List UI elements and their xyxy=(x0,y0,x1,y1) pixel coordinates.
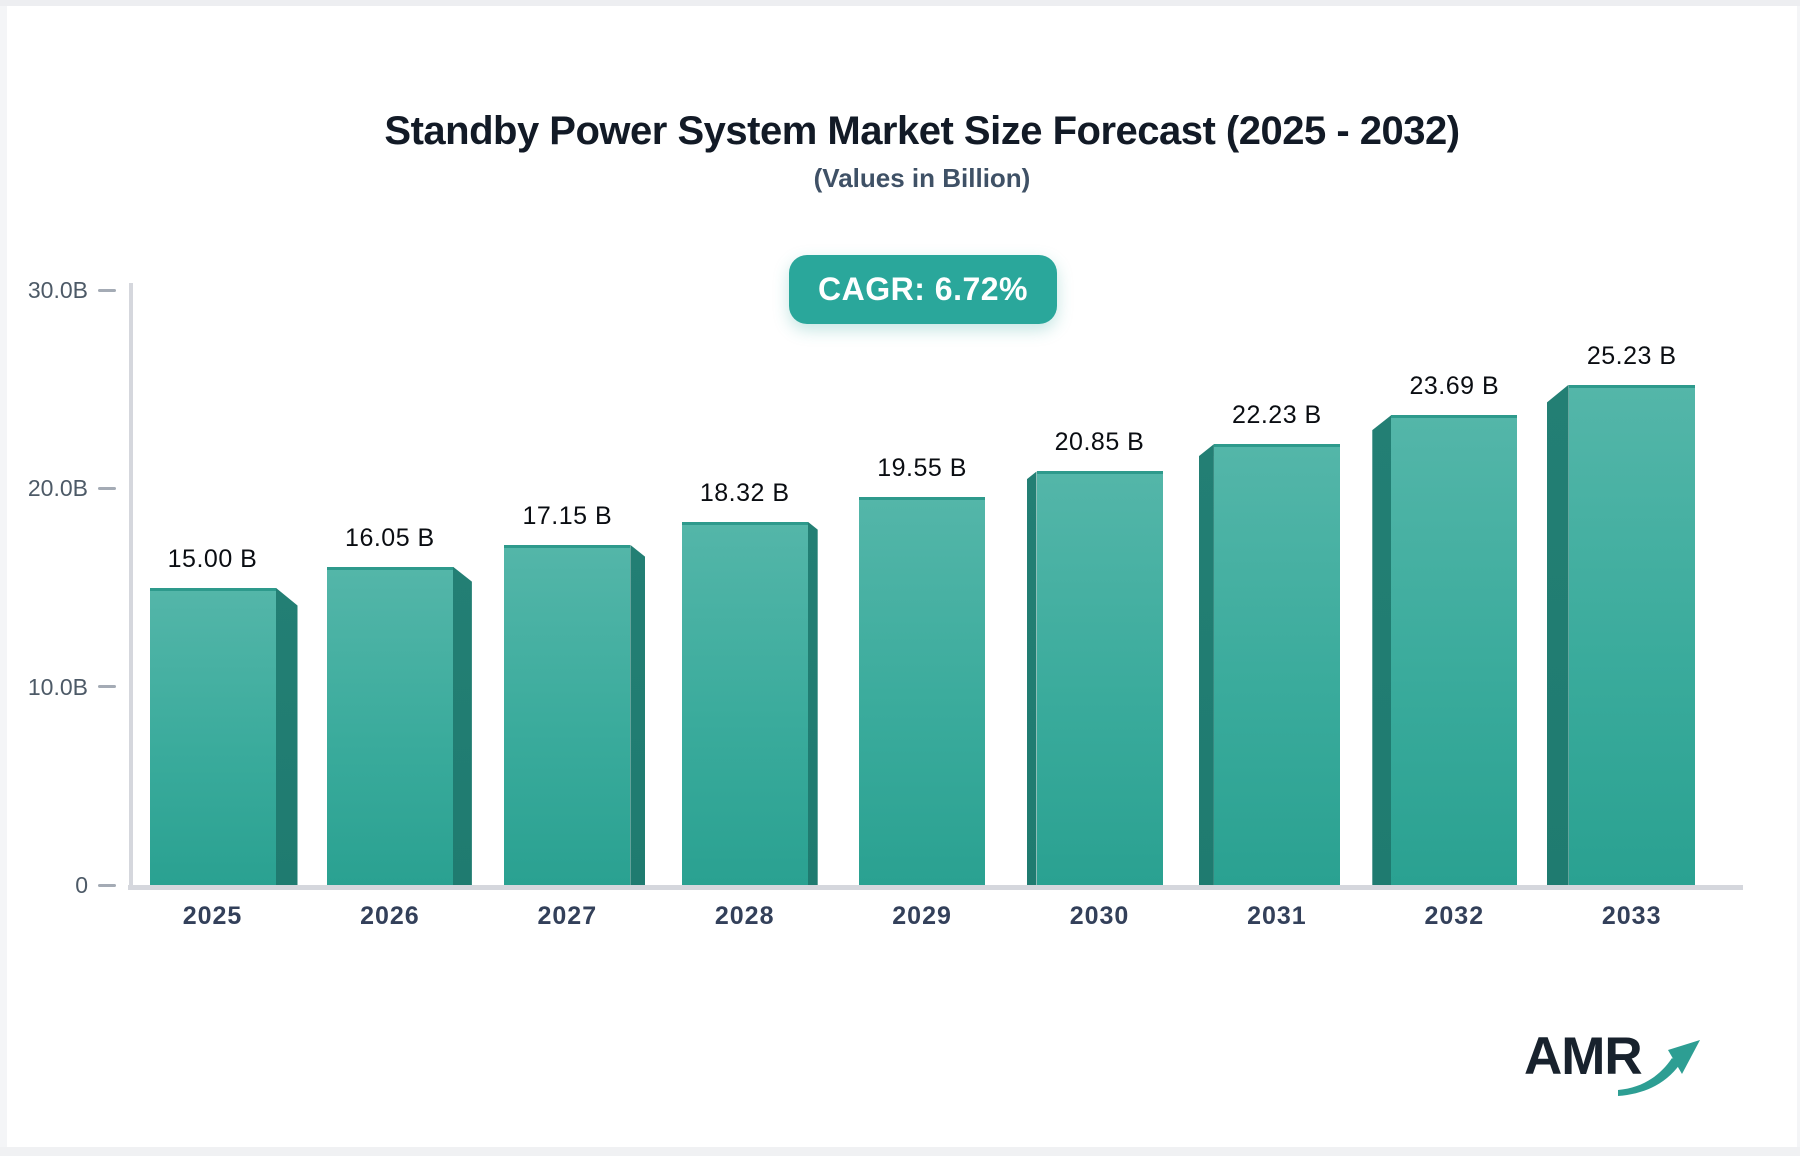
x-axis-label: 2026 xyxy=(360,902,420,930)
y-tick-mark xyxy=(98,486,116,490)
bar-face xyxy=(504,544,631,885)
x-axis-line xyxy=(128,885,1743,890)
chart-subtitle: (Values in Billion) xyxy=(813,163,1031,193)
bar-2026 xyxy=(326,566,472,885)
bar-2033 xyxy=(1546,384,1695,885)
bar-side-3d xyxy=(630,544,646,885)
x-axis-label: 2027 xyxy=(537,902,598,930)
bar-face xyxy=(1568,384,1695,885)
bar-face xyxy=(149,587,276,885)
bar-2028 xyxy=(681,521,818,885)
bar-2027 xyxy=(504,544,646,885)
bar-value-label: 25.23 B xyxy=(1586,341,1677,370)
bar-2030 xyxy=(1026,471,1163,885)
bar-value-label: 15.00 B xyxy=(167,544,258,573)
amr-logo-text: AMR xyxy=(1524,1027,1643,1086)
x-axis-label: 2033 xyxy=(1601,902,1662,930)
bar-2029 xyxy=(859,497,986,885)
bar-2031 xyxy=(1198,444,1340,885)
bar-side-3d xyxy=(1372,415,1392,885)
bar-face xyxy=(1036,471,1163,885)
bar-side-3d xyxy=(1198,444,1214,885)
cagr-badge: CAGR: 6.72% xyxy=(789,255,1057,324)
bar-side-3d xyxy=(1026,471,1037,885)
x-axis-label: 2030 xyxy=(1069,902,1130,930)
chart-title: Standby Power System Market Size Forecas… xyxy=(384,109,1460,153)
y-tick-mark xyxy=(98,685,116,689)
bar-value-label: 22.23 B xyxy=(1232,401,1322,430)
y-axis-line xyxy=(129,283,133,888)
y-tick-label: 20.0B xyxy=(27,475,88,502)
bar-value-label: 20.85 B xyxy=(1054,428,1145,457)
x-axis-label: 2025 xyxy=(182,902,243,930)
amr-logo: AMR xyxy=(1524,1030,1714,1110)
x-axis-label: 2031 xyxy=(1247,902,1307,930)
growth-arrow-icon xyxy=(1618,1040,1700,1096)
bar-side-3d xyxy=(1546,384,1569,885)
bar-face xyxy=(681,521,808,885)
bar-face xyxy=(1213,444,1340,885)
x-axis-label: 2032 xyxy=(1424,902,1485,930)
y-tick-mark xyxy=(98,883,116,887)
bar-side-3d xyxy=(275,587,298,885)
bar-face xyxy=(1391,415,1518,885)
bar-value-label: 19.55 B xyxy=(877,454,967,483)
bar-value-label: 23.69 B xyxy=(1409,372,1500,401)
y-tick-label: 10.0B xyxy=(27,673,88,700)
bar-value-label: 17.15 B xyxy=(522,501,613,530)
bar-side-3d xyxy=(452,566,472,885)
bar-2032 xyxy=(1372,415,1518,885)
bar-face xyxy=(326,566,453,885)
bar-value-label: 18.32 B xyxy=(699,478,790,507)
bar-2025 xyxy=(149,587,298,885)
bar-side-3d xyxy=(807,521,818,885)
x-axis-label: 2028 xyxy=(714,902,775,930)
y-tick-mark xyxy=(98,288,116,292)
bar-face xyxy=(859,497,986,885)
bar-value-label: 16.05 B xyxy=(345,523,435,552)
x-axis-label: 2029 xyxy=(892,902,952,930)
y-tick-label: 0 xyxy=(75,872,88,898)
y-tick-label: 30.0B xyxy=(27,277,88,303)
